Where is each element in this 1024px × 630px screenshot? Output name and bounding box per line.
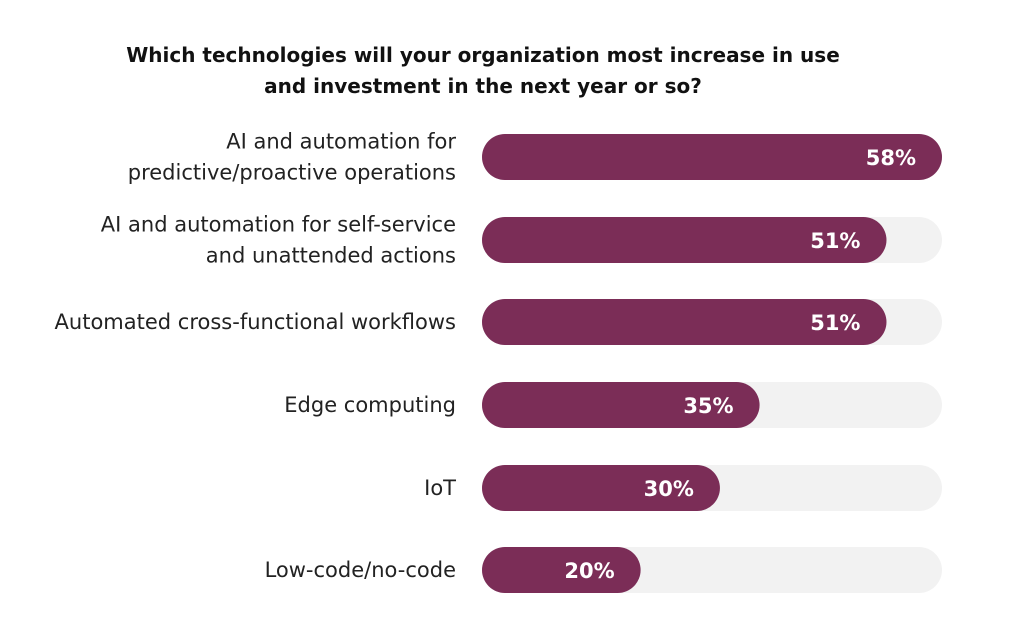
category-label-4-line-0: IoT — [424, 476, 456, 500]
category-label-1: AI and automation for self-service and un… — [101, 213, 456, 268]
category-label-2: Automated cross-functional workflows — [55, 310, 456, 334]
bar-2 — [482, 299, 887, 345]
bar-3 — [482, 382, 760, 428]
category-label-4: IoT — [424, 476, 456, 500]
value-label-5: 20% — [564, 559, 614, 583]
bar-4 — [482, 465, 720, 511]
chart-title-line-1: Which technologies will your organizatio… — [126, 43, 840, 67]
category-label-0-line-1: predictive/proactive operations — [128, 161, 456, 185]
category-label-3: Edge computing — [284, 393, 456, 417]
category-label-5: Low-code/no-code — [265, 558, 456, 582]
category-label-3-line-0: Edge computing — [284, 393, 456, 417]
value-label-2: 51% — [810, 311, 860, 335]
value-label-1: 51% — [810, 229, 860, 253]
category-label-5-line-0: Low-code/no-code — [265, 558, 456, 582]
category-label-2-line-0: Automated cross-functional workflows — [55, 310, 456, 334]
value-label-4: 30% — [644, 477, 694, 501]
value-label-0: 58% — [866, 146, 916, 170]
bar-1 — [482, 217, 887, 263]
chart-title-line-2: and investment in the next year or so? — [264, 74, 702, 98]
category-label-0-line-0: AI and automation for — [226, 130, 456, 154]
chart-title: Which technologies will your organizatio… — [0, 40, 966, 102]
value-label-3: 35% — [683, 394, 733, 418]
bar-0 — [482, 134, 942, 180]
category-label-1-line-1: and unattended actions — [206, 244, 456, 268]
category-label-1-line-0: AI and automation for self-service — [101, 213, 456, 237]
category-label-0: AI and automation for predictive/proactiv… — [128, 130, 457, 185]
bar-5 — [482, 547, 641, 593]
